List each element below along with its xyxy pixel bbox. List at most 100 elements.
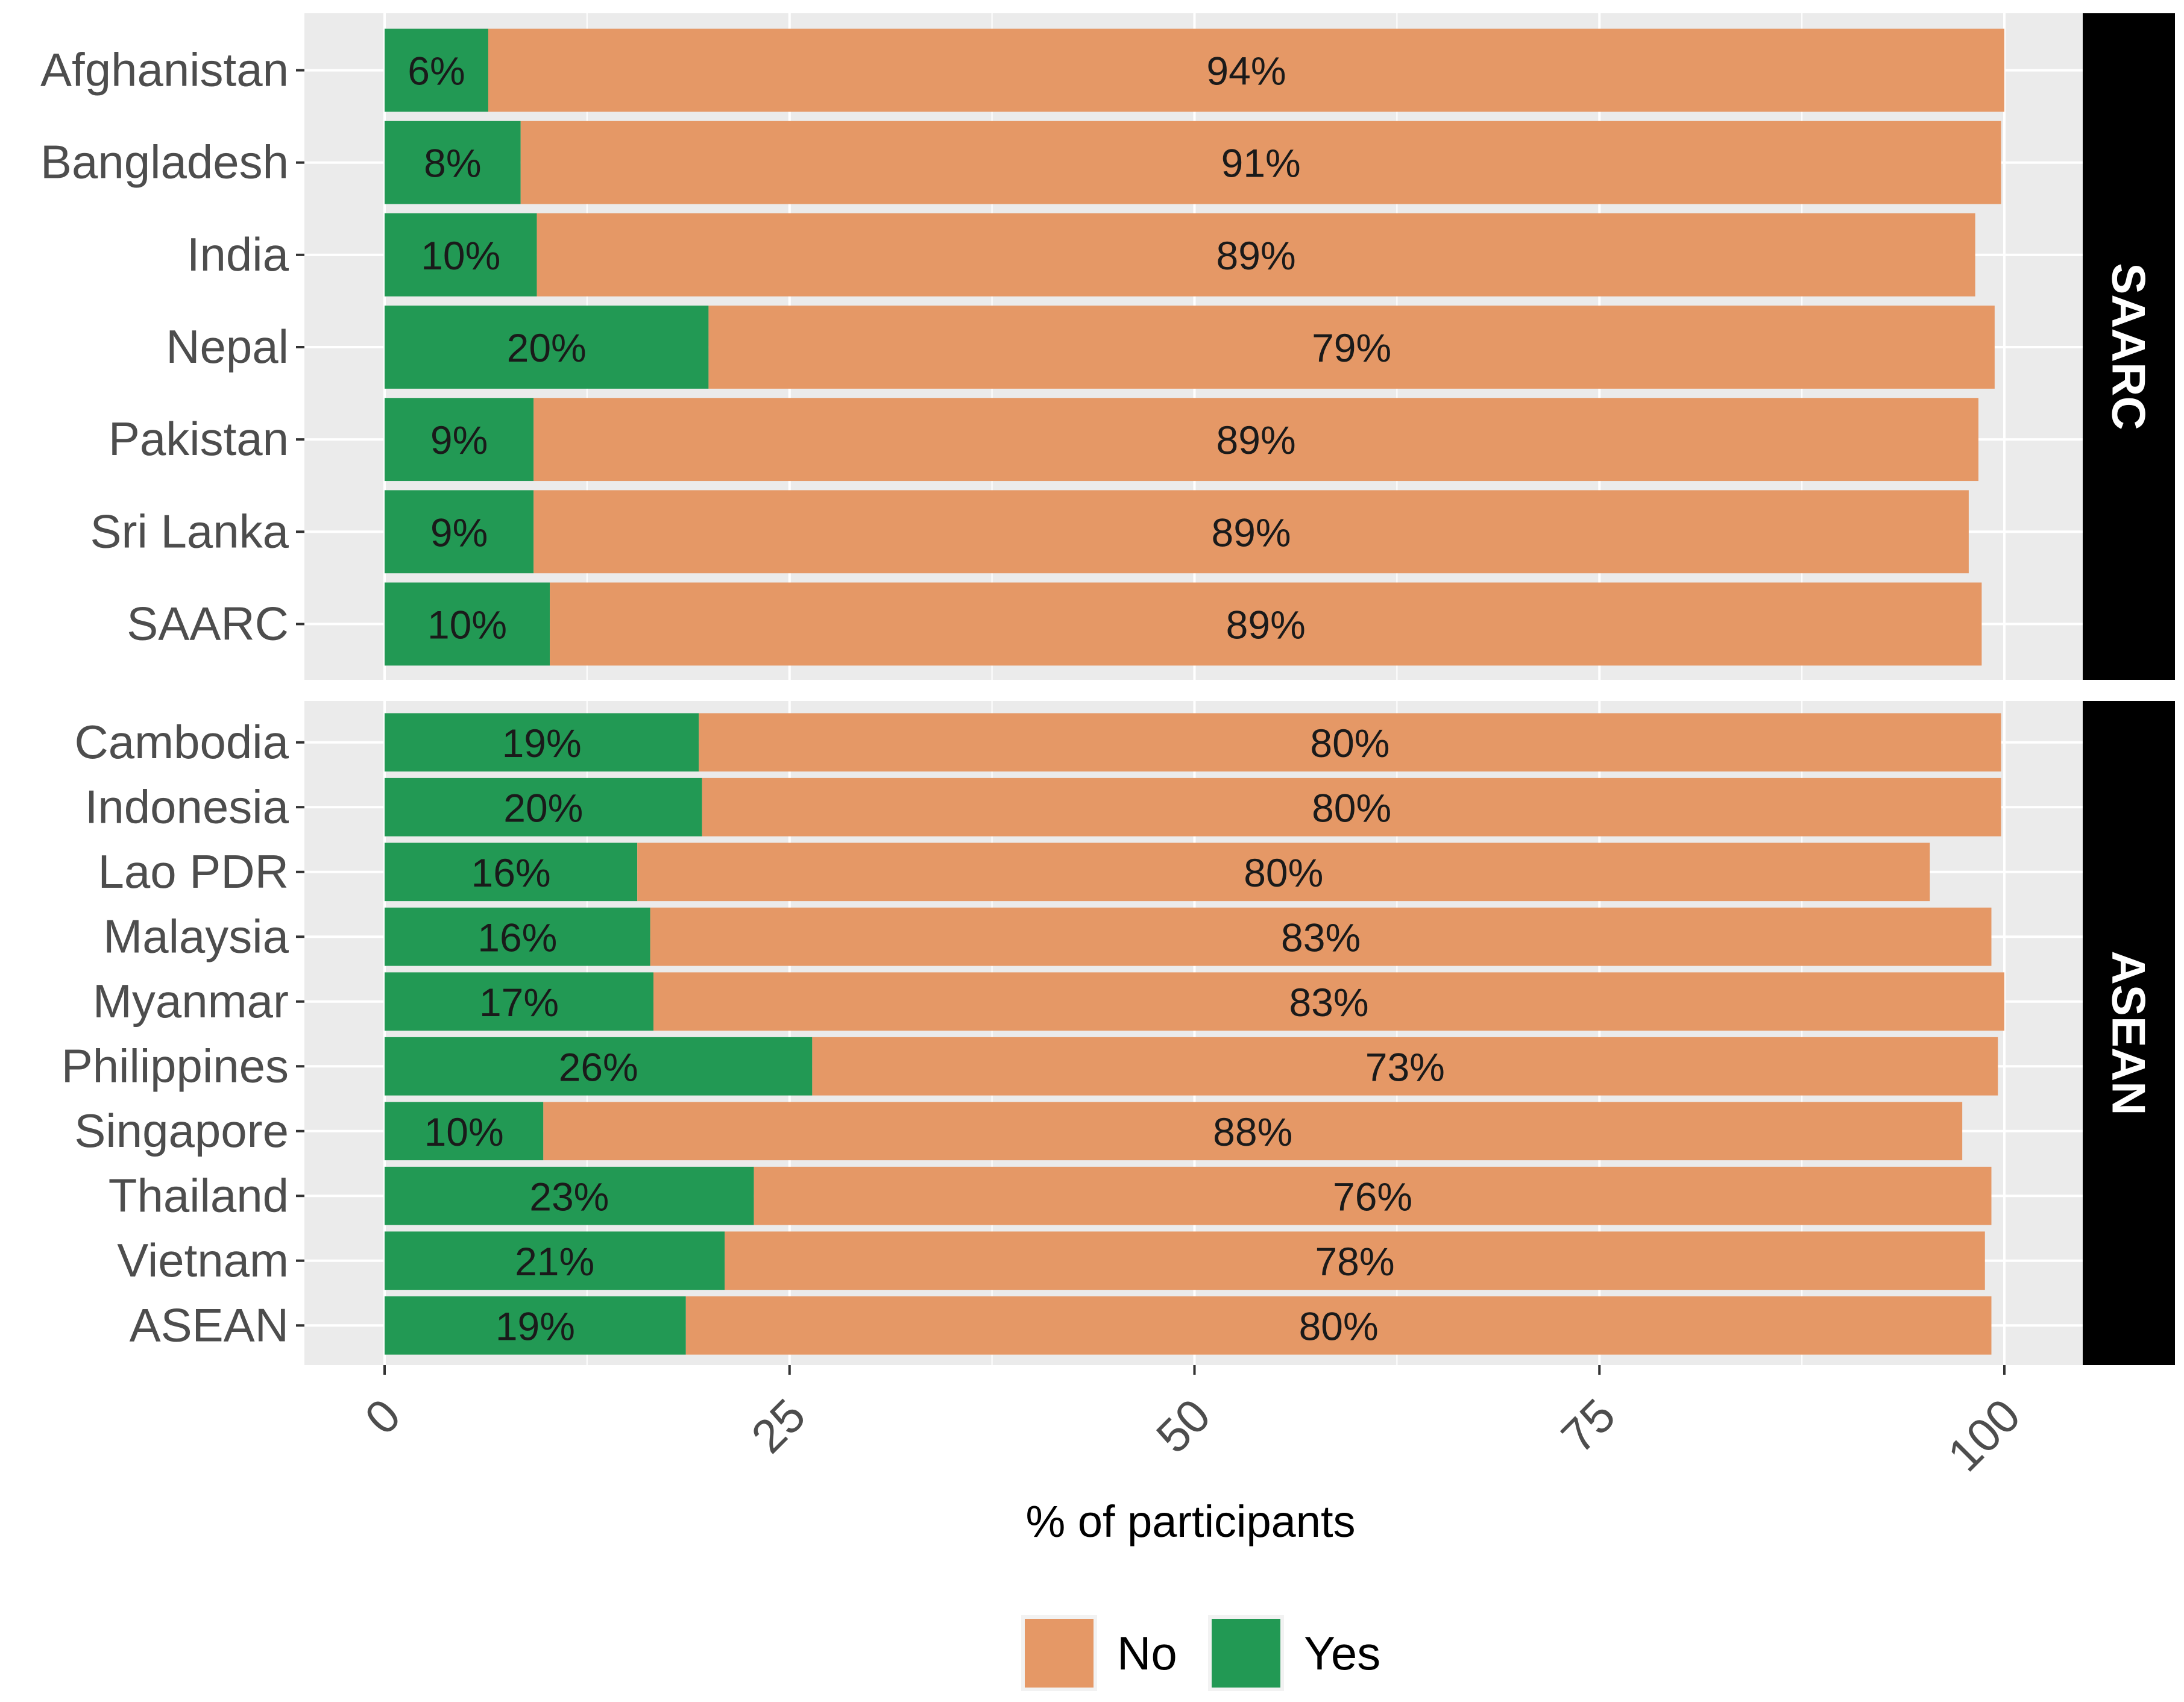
facet-strip-label: SAARC [2103,263,2156,430]
bar-no [754,1166,1992,1225]
y-tick-label: Bangladesh [40,136,289,189]
x-tick-label: 100 [1937,1389,2030,1481]
bar-yes [385,777,702,837]
bar-no [520,121,2001,204]
y-tick-label: Lao PDR [98,845,289,898]
bar-label-yes: 9% [430,510,488,554]
bar-no [550,582,1982,666]
chart-panels: 6% 94% Afghanistan 8% 91% Bangladesh 10% 89% Ind… [40,13,2175,1365]
bar-yes [385,1166,754,1225]
bar-label-no: 83% [1281,915,1361,959]
facet-strip-label: ASEAN [2103,950,2156,1115]
y-tick-label: Nepal [166,320,289,373]
bar-label-no: 83% [1289,980,1368,1025]
bar-no [488,28,2004,112]
bar-no [533,490,1969,574]
bar-yes [385,306,709,389]
bar-label-no: 89% [1216,233,1296,278]
bar-no [543,1102,1963,1161]
y-tick-label: ASEAN [130,1298,289,1351]
bar-label-yes: 17% [479,980,559,1025]
y-tick-label: Indonesia [85,780,289,833]
bar-label-no: 91% [1221,141,1301,186]
bar-label-yes: 8% [424,141,481,186]
bar-label-yes: 6% [408,49,465,93]
bar-yes [385,398,534,482]
bar-label-no: 79% [1312,325,1391,370]
bar-yes [385,28,488,112]
bar-label-yes: 10% [421,233,500,278]
bar-label-yes: 9% [430,418,488,462]
bar-no [653,972,2004,1031]
bar-yes [385,490,534,574]
legend-label: No [1117,1627,1177,1680]
y-tick-label: Pakistan [109,412,289,465]
x-tick-label: 0 [354,1389,411,1445]
bar-label-yes: 20% [507,325,587,370]
bar-label-yes: 16% [477,915,557,959]
bar-label-no: 80% [1299,1304,1379,1348]
bar-yes [385,582,550,666]
bar-label-yes: 10% [424,1110,504,1154]
panel-asean: 19% 80% Cambodia 20% 80% Indonesia 16% 80% Lao P… [61,701,2175,1365]
bar-yes [385,121,521,204]
bar-label-yes: 19% [502,721,582,765]
bar-label-no: 89% [1226,602,1306,647]
bar-yes [385,713,699,772]
legend-key [1212,1619,1280,1688]
bar-label-no: 80% [1310,721,1389,765]
y-tick-label: Philippines [61,1039,289,1092]
bar-label-yes: 21% [515,1239,594,1284]
bar-yes [385,1037,813,1096]
bar-label-no: 89% [1211,510,1291,554]
facet-strip [2083,13,2175,680]
bar-yes [385,213,537,297]
bar-label-no: 89% [1216,418,1296,462]
bar-no [533,398,1979,482]
y-tick-label: SAARC [127,597,289,650]
y-tick-label: Singapore [74,1104,289,1157]
legend: No Yes [1021,1615,1380,1691]
bar-yes [385,972,654,1031]
bar-label-yes: 10% [427,602,507,647]
y-tick-label: Sri Lanka [90,504,289,557]
y-tick-label: Vietnam [117,1234,289,1287]
x-tick-label: 75 [1551,1389,1626,1463]
bar-label-no: 94% [1206,49,1286,93]
y-tick-label: Myanmar [93,975,289,1028]
bar-no [725,1231,1985,1290]
bar-yes [385,907,650,966]
x-tick-label: 25 [741,1389,816,1463]
bar-label-yes: 20% [503,785,583,830]
legend-label: Yes [1304,1627,1380,1680]
bar-label-no: 73% [1365,1044,1445,1089]
bar-label-yes: 19% [496,1304,575,1348]
facet-strip [2083,701,2175,1365]
y-tick-label: Cambodia [74,715,289,768]
bar-label-no: 78% [1315,1239,1394,1284]
bar-no [812,1037,1998,1096]
bar-no [685,1296,1992,1355]
panel-saarc: 6% 94% Afghanistan 8% 91% Bangladesh 10% 89% Ind… [40,13,2175,680]
bar-no [702,777,2001,837]
bar-no [537,213,1975,297]
legend-item-yes: Yes [1208,1615,1380,1691]
bar-label-yes: 16% [471,850,551,895]
y-tick-label: Afghanistan [40,43,289,96]
legend-key [1025,1619,1094,1688]
bar-label-no: 88% [1213,1110,1292,1154]
bar-yes [385,843,638,902]
legend-item-no: No [1021,1615,1177,1691]
bar-no [650,907,1992,966]
bar-no [637,843,1930,902]
bar-label-no: 80% [1244,850,1323,895]
bar-yes [385,1296,686,1355]
bar-label-no: 80% [1312,785,1391,830]
bar-no [699,713,2001,772]
bar-label-yes: 26% [559,1044,638,1089]
y-tick-label: Malaysia [103,909,289,962]
y-tick-label: India [187,228,289,281]
x-tick-label: 50 [1146,1389,1221,1463]
bar-label-yes: 23% [529,1174,609,1219]
